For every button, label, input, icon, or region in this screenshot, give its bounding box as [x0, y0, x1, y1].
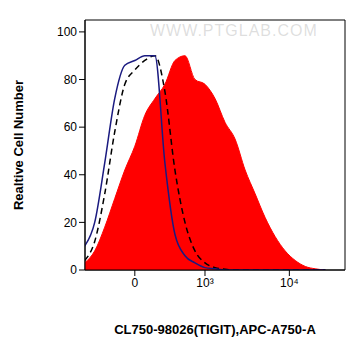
svg-text:60: 60 — [64, 120, 78, 134]
svg-text:0: 0 — [70, 263, 77, 277]
svg-text:40: 40 — [64, 168, 78, 182]
svg-text:80: 80 — [64, 73, 78, 87]
svg-text:10³: 10³ — [196, 276, 213, 290]
svg-text:10⁴: 10⁴ — [280, 276, 299, 290]
svg-text:100: 100 — [57, 25, 77, 39]
svg-text:20: 20 — [64, 216, 78, 230]
svg-text:CL750-98026(TIGIT),APC-A750-A: CL750-98026(TIGIT),APC-A750-A — [114, 322, 316, 337]
svg-text:Realtive Cell Number: Realtive Cell Number — [11, 80, 26, 210]
svg-text:0: 0 — [131, 276, 138, 290]
html-text:WWW.PTGLAB.COM: WWW.PTGLAB.COM — [150, 22, 318, 39]
